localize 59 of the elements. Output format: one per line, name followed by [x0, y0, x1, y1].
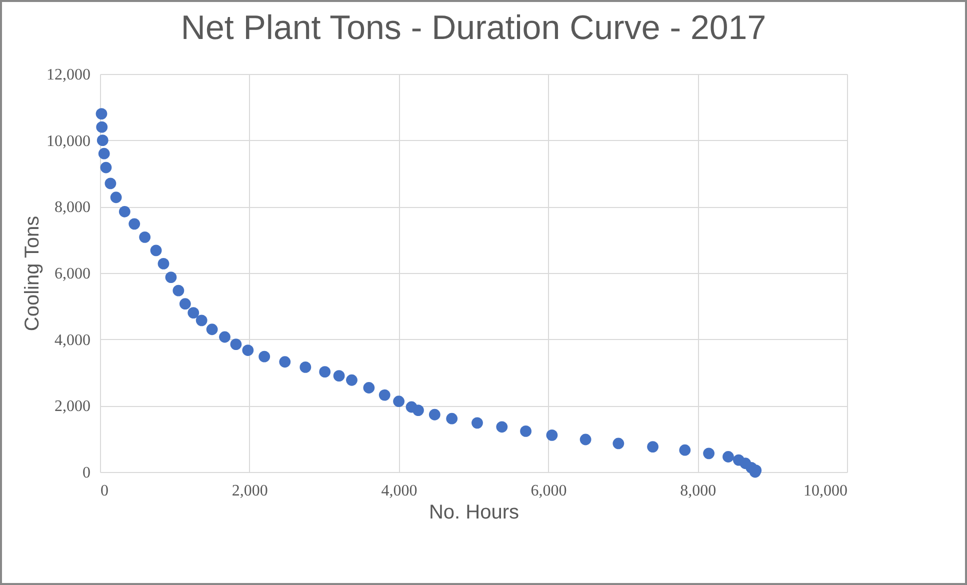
y-tick-label: 2,000 [54, 398, 90, 416]
point [104, 178, 116, 190]
point [165, 272, 177, 283]
point [703, 448, 715, 460]
point [96, 121, 108, 133]
point [363, 382, 375, 394]
point [158, 258, 170, 270]
point [319, 366, 331, 378]
x-axis-title: No. Hours [428, 502, 520, 524]
point [412, 404, 424, 416]
x-tick-label: 10,000 [804, 482, 848, 500]
point [722, 451, 734, 462]
point [346, 374, 358, 386]
point [139, 231, 151, 243]
point [96, 134, 108, 146]
point [279, 356, 291, 368]
point [520, 426, 532, 437]
point [333, 370, 345, 382]
point [393, 396, 404, 408]
point [179, 298, 191, 310]
x-tick-label: 2,000 [232, 482, 268, 500]
x-tick-label: 6,000 [530, 482, 567, 500]
chart-title: Net Plant Tons - Duration Curve - 2017 [180, 9, 766, 47]
point [188, 307, 200, 318]
y-tick-label: 12,000 [46, 66, 90, 84]
y-tick-label: 0 [82, 464, 90, 482]
point [98, 148, 110, 160]
point [546, 429, 558, 441]
y-axis-title: Cooling Tons [22, 216, 44, 332]
point [472, 417, 483, 429]
point [378, 389, 390, 401]
point [242, 344, 254, 356]
y-tick-label: 8,000 [54, 199, 90, 216]
point [96, 108, 108, 120]
point [110, 192, 122, 204]
point [446, 412, 458, 424]
y-tick-label: 4,000 [54, 332, 90, 349]
x-tick-label: 0 [100, 482, 108, 500]
point [118, 206, 130, 218]
point [679, 444, 691, 456]
point [496, 421, 508, 433]
y-tick-label: 10,000 [46, 132, 90, 150]
point [219, 331, 230, 343]
point [580, 434, 592, 446]
point [172, 284, 184, 296]
point [428, 408, 440, 420]
x-tick-label: 8,000 [680, 482, 716, 500]
point [647, 441, 658, 452]
point [300, 362, 312, 373]
point [128, 218, 140, 230]
y-tick-label: 6,000 [54, 266, 90, 282]
x-tick-label: 4,000 [381, 482, 418, 500]
point [612, 438, 624, 450]
point [230, 338, 242, 350]
point [196, 314, 208, 326]
point [150, 244, 162, 256]
point [258, 350, 270, 362]
point [206, 324, 218, 336]
point [100, 162, 112, 174]
